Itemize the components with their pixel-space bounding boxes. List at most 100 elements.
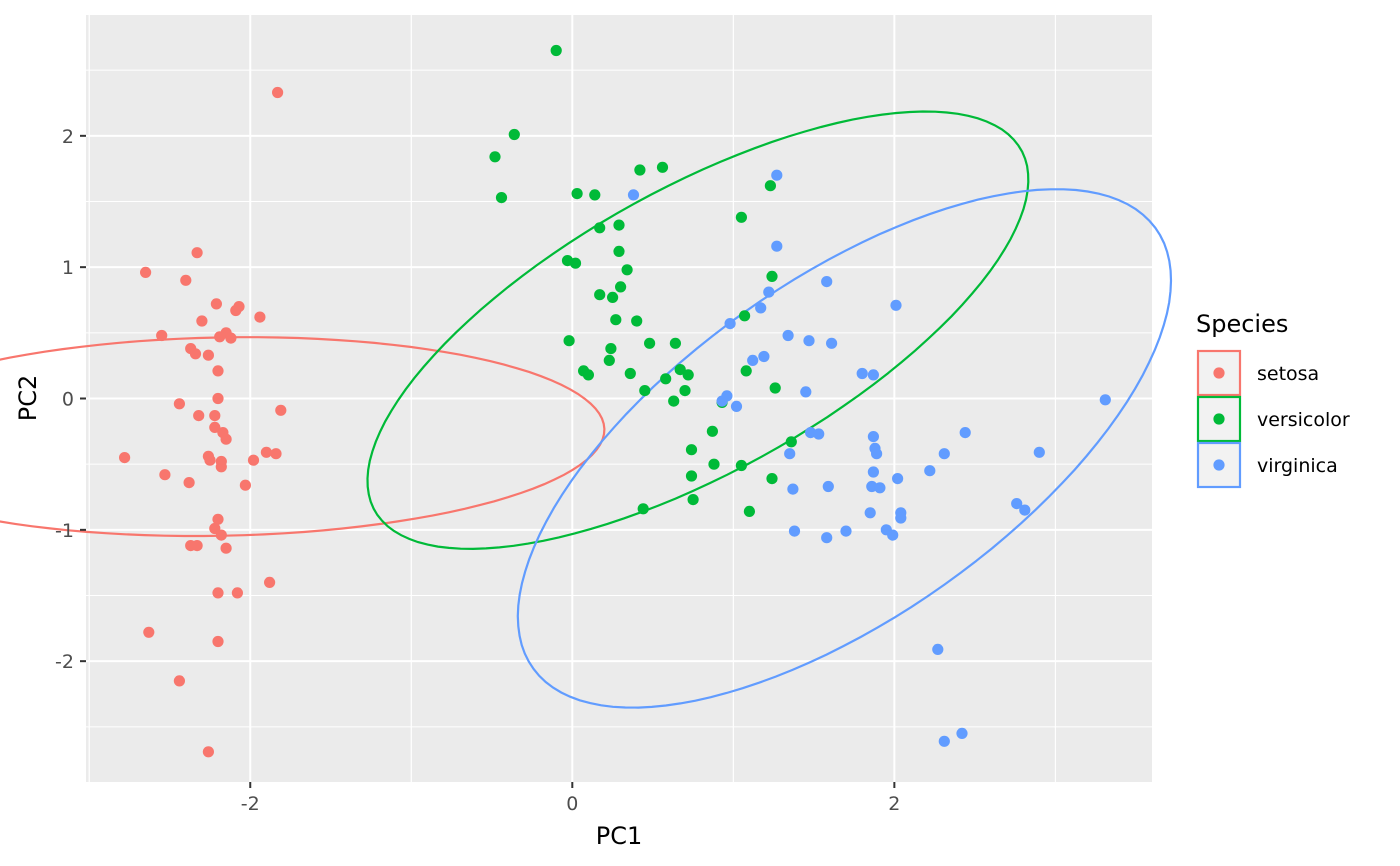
point-versicolor — [656, 161, 669, 173]
point-virginica — [959, 427, 971, 439]
legend-dot-virginica — [1213, 459, 1225, 471]
point-versicolor — [743, 505, 756, 517]
point-versicolor — [679, 385, 691, 397]
point-virginica — [867, 466, 880, 478]
point-virginica — [924, 465, 936, 477]
point-virginica — [1019, 504, 1031, 516]
point-setosa — [215, 529, 227, 541]
y-tick-label: 2 — [62, 126, 74, 148]
point-versicolor — [739, 310, 751, 322]
point-virginica — [892, 473, 904, 485]
point-virginica — [800, 386, 812, 398]
point-virginica — [771, 240, 783, 252]
point-versicolor — [766, 270, 778, 282]
point-virginica — [803, 335, 815, 347]
point-setosa — [193, 410, 205, 422]
point-virginica — [932, 643, 944, 656]
y-axis: -2 -1 0 1 2 — [55, 126, 86, 673]
point-versicolor — [589, 189, 601, 201]
point-versicolor — [495, 192, 508, 204]
point-setosa — [225, 332, 237, 344]
data-points — [119, 44, 1111, 758]
point-versicolor — [582, 369, 595, 381]
point-setosa — [204, 454, 216, 466]
point-versicolor — [603, 354, 615, 366]
grid-major — [86, 15, 1152, 782]
point-versicolor — [785, 436, 797, 448]
point-versicolor — [660, 373, 672, 385]
point-setosa — [231, 587, 243, 599]
point-virginica — [821, 532, 833, 544]
point-virginica — [627, 189, 640, 201]
point-versicolor — [669, 337, 682, 349]
point-setosa — [275, 404, 287, 416]
point-virginica — [716, 395, 728, 407]
point-virginica — [813, 428, 825, 440]
point-versicolor — [621, 264, 633, 276]
point-setosa — [159, 469, 171, 481]
point-setosa — [212, 365, 224, 377]
y-tick-label: 1 — [62, 257, 74, 279]
point-virginica — [747, 354, 759, 366]
point-setosa — [247, 454, 260, 466]
point-versicolor — [685, 444, 698, 456]
point-setosa — [215, 461, 227, 473]
point-versicolor — [610, 314, 622, 326]
point-setosa — [230, 304, 242, 317]
point-virginica — [1011, 498, 1023, 510]
point-setosa — [272, 86, 284, 99]
x-axis-title: PC1 — [596, 822, 643, 850]
x-tick-label: -2 — [241, 793, 260, 815]
point-virginica — [864, 507, 876, 519]
point-setosa — [212, 392, 224, 405]
legend-label-versicolor: versicolor — [1257, 409, 1350, 431]
point-versicolor — [634, 164, 646, 176]
point-virginica — [1033, 446, 1045, 458]
point-virginica — [821, 276, 833, 288]
point-versicolor — [605, 343, 617, 355]
point-virginica — [758, 350, 770, 363]
point-virginica — [867, 431, 880, 443]
y-tick-label: -2 — [55, 651, 74, 673]
legend-dot-versicolor — [1213, 413, 1225, 425]
point-setosa — [119, 452, 131, 464]
point-setosa — [209, 410, 221, 422]
point-setosa — [202, 349, 214, 361]
point-virginica — [763, 286, 775, 298]
point-setosa — [209, 421, 221, 433]
point-setosa — [220, 433, 232, 445]
point-versicolor — [766, 473, 778, 485]
point-setosa — [202, 746, 214, 758]
point-versicolor — [613, 219, 625, 231]
point-versicolor — [489, 151, 501, 163]
point-versicolor — [594, 289, 606, 301]
point-versicolor — [615, 281, 627, 293]
point-setosa — [180, 274, 192, 286]
point-versicolor — [508, 128, 520, 141]
ellipse-virginica — [516, 188, 1173, 709]
point-versicolor — [764, 180, 777, 192]
y-tick-label: -1 — [55, 520, 74, 542]
point-setosa — [260, 446, 272, 458]
point-versicolor — [624, 367, 636, 380]
point-setosa — [196, 315, 208, 327]
point-setosa — [173, 398, 185, 410]
point-versicolor — [735, 211, 748, 223]
point-setosa — [270, 448, 282, 460]
point-virginica — [938, 735, 950, 747]
point-setosa — [254, 311, 266, 323]
point-setosa — [183, 477, 195, 489]
point-versicolor — [631, 315, 643, 327]
point-setosa — [239, 479, 251, 491]
point-versicolor — [769, 382, 781, 394]
x-tick-label: 2 — [888, 793, 900, 815]
y-axis-title: PC2 — [14, 375, 42, 422]
point-setosa — [189, 348, 202, 360]
legend-dot-setosa — [1213, 367, 1225, 379]
point-versicolor — [706, 425, 719, 437]
point-setosa — [173, 675, 185, 687]
point-setosa — [214, 331, 226, 343]
point-virginica — [755, 302, 767, 314]
point-setosa — [143, 626, 155, 638]
